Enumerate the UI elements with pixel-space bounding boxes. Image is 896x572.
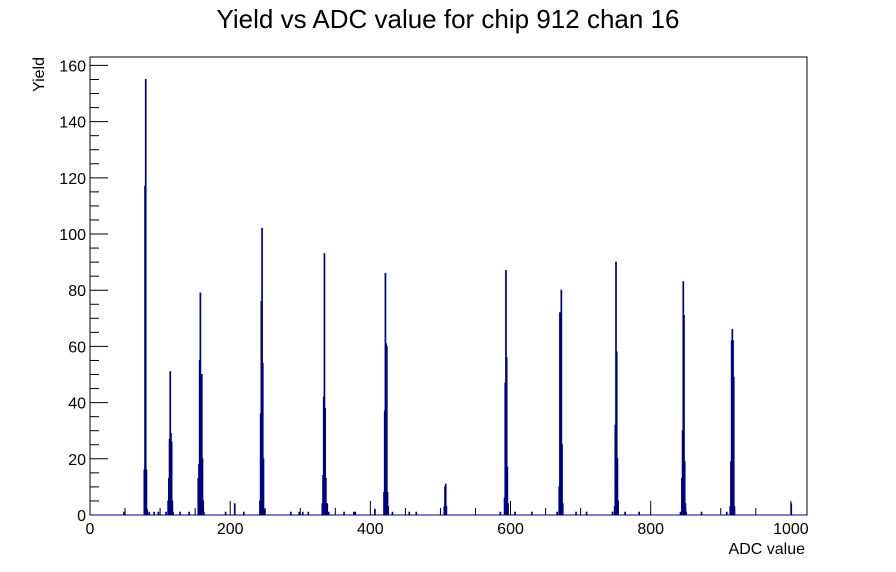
x-tick-label: 400 (357, 521, 384, 538)
y-tick-label: 40 (68, 396, 86, 413)
y-tick-label: 100 (59, 227, 86, 244)
chart-title: Yield vs ADC value for chip 912 chan 16 (217, 4, 680, 34)
histogram-series-line (90, 78, 807, 516)
y-axis: 0 20 40 60 80 100 120 140 160 (59, 58, 108, 525)
y-tick-label: 140 (59, 115, 86, 132)
x-tick-label: 1000 (773, 521, 809, 538)
y-tick-label: 80 (68, 283, 86, 300)
y-tick-label: 120 (59, 171, 86, 188)
y-tick-label: 0 (77, 508, 86, 525)
y-tick-label: 20 (68, 452, 86, 469)
x-tick-label: 800 (637, 521, 664, 538)
x-axis: 0 200 400 600 800 1000 (86, 501, 809, 538)
y-axis-label: Yield (31, 57, 48, 92)
x-tick-label: 600 (497, 521, 524, 538)
plot-frame (89, 56, 808, 516)
x-axis-label: ADC value (729, 541, 806, 558)
x-tick-label: 200 (217, 521, 244, 538)
y-tick-label: 60 (68, 339, 86, 356)
y-tick-label: 160 (59, 58, 86, 75)
x-tick-label: 0 (86, 521, 95, 538)
